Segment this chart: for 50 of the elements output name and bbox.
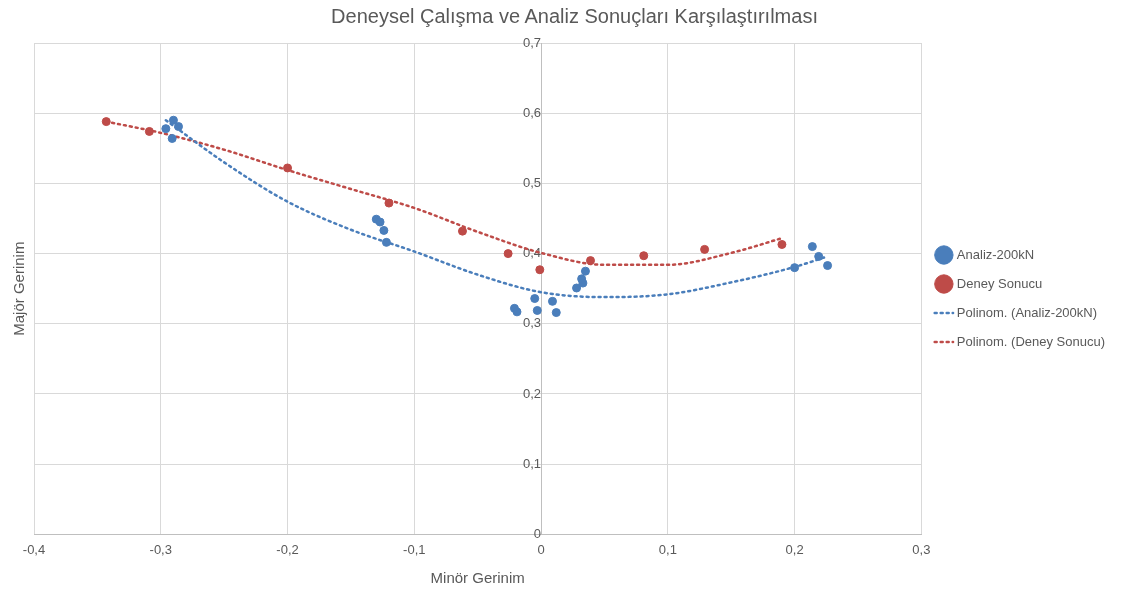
point	[457, 226, 467, 236]
x-tick-label: -0,1	[403, 541, 426, 557]
point	[283, 163, 293, 173]
point	[379, 225, 389, 235]
point	[381, 237, 391, 247]
point	[174, 122, 184, 132]
point	[512, 307, 522, 317]
x-tick-label: -0,2	[276, 541, 299, 557]
point	[572, 283, 582, 293]
x-tick-label: 0,3	[912, 541, 931, 557]
point	[586, 256, 596, 266]
point	[535, 265, 545, 275]
point	[777, 239, 787, 249]
point	[144, 126, 154, 136]
legend-label: Deney Sonucu	[956, 275, 1043, 291]
point	[530, 294, 540, 304]
x-tick-label: -0,3	[149, 541, 172, 557]
point	[700, 244, 710, 254]
point	[547, 296, 557, 306]
chart-title: Deneysel Çalışma ve Analiz Sonuçları Karşılaştırılması	[331, 4, 818, 27]
legend-label: Analiz-200kN	[956, 246, 1035, 262]
point	[167, 133, 177, 143]
legend-label: Polinom. (Analiz-200kN)	[956, 304, 1098, 320]
point	[551, 308, 561, 318]
y-tick-label: 0,2	[522, 385, 542, 401]
point	[790, 263, 800, 273]
point	[101, 117, 111, 127]
x-axis-title: Minör Gerinim	[430, 569, 525, 587]
point	[580, 266, 590, 276]
point	[532, 305, 542, 315]
point	[503, 249, 513, 259]
x-tick-label: -0,4	[22, 541, 46, 557]
point	[375, 217, 385, 227]
point	[823, 261, 833, 271]
y-tick-label: 0,7	[522, 34, 542, 50]
point	[814, 251, 824, 261]
x-tick-label: 0,2	[785, 541, 804, 557]
y-tick-label: 0,5	[522, 174, 542, 190]
y-axis-title: Majör Gerinim	[10, 241, 28, 336]
point	[639, 251, 649, 261]
y-tick-label: 0,3	[522, 315, 542, 331]
point	[168, 115, 178, 125]
legend-label: Polinom. (Deney Sonucu)	[956, 333, 1106, 349]
point	[384, 198, 394, 208]
point	[807, 242, 817, 252]
y-tick-label: 0,6	[522, 104, 542, 120]
point	[161, 124, 171, 134]
y-tick-label: 0	[533, 525, 542, 541]
x-tick-label: 0,1	[658, 541, 677, 557]
y-tick-label: 0,1	[522, 455, 542, 471]
